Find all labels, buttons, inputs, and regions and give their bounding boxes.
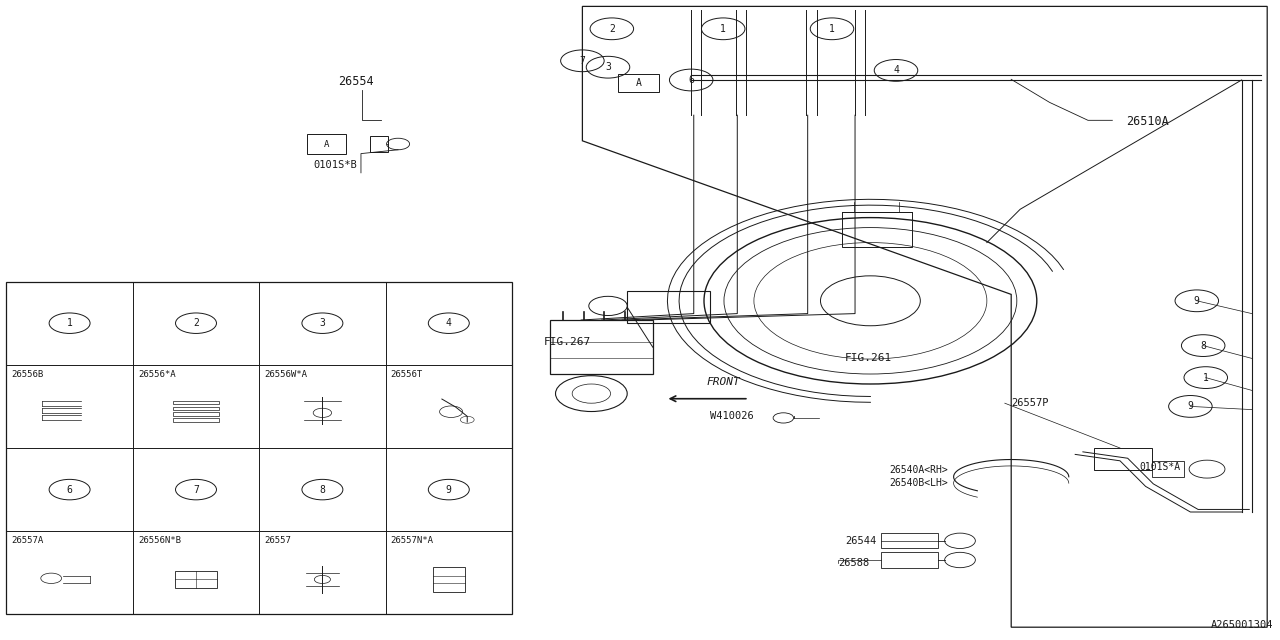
Bar: [627, 291, 710, 323]
Bar: [433, 567, 465, 592]
Text: 1: 1: [67, 318, 73, 328]
Text: 7: 7: [193, 484, 198, 495]
Text: 2: 2: [609, 24, 614, 34]
Text: 4: 4: [893, 65, 899, 76]
Text: 4: 4: [445, 318, 452, 328]
Text: FRONT: FRONT: [707, 377, 740, 387]
Text: 6: 6: [67, 484, 73, 495]
Text: 26544: 26544: [845, 536, 876, 546]
Text: 26557P: 26557P: [1011, 398, 1048, 408]
Text: FIG.267: FIG.267: [544, 337, 591, 348]
Bar: [173, 406, 219, 410]
Text: 26556B: 26556B: [12, 370, 44, 379]
Text: A265001304: A265001304: [1211, 620, 1274, 630]
Bar: [1152, 461, 1184, 477]
Text: 1: 1: [829, 24, 835, 34]
Text: 26557: 26557: [265, 536, 291, 545]
Text: 26556W*A: 26556W*A: [265, 370, 307, 379]
Text: 26557A: 26557A: [12, 536, 44, 545]
Text: 26540A<RH>: 26540A<RH>: [890, 465, 948, 476]
Text: 26557N*A: 26557N*A: [390, 536, 434, 545]
Bar: [618, 74, 659, 92]
Bar: [842, 211, 913, 246]
Text: 9: 9: [445, 484, 452, 495]
Text: 6: 6: [689, 75, 694, 85]
Text: 1: 1: [1203, 372, 1208, 383]
Bar: [370, 136, 388, 152]
Bar: [550, 320, 653, 374]
Text: A: A: [636, 78, 641, 88]
Text: 26540B<LH>: 26540B<LH>: [890, 478, 948, 488]
Text: 9: 9: [1188, 401, 1193, 412]
Bar: [173, 418, 219, 422]
Text: 1: 1: [721, 24, 726, 34]
Bar: [307, 134, 346, 154]
Text: 26556N*B: 26556N*B: [138, 536, 180, 545]
Text: 26510A: 26510A: [1126, 115, 1169, 128]
Text: 0101S*B: 0101S*B: [314, 159, 357, 170]
Bar: [6, 282, 512, 614]
Bar: [881, 533, 938, 548]
Bar: [881, 552, 938, 568]
Text: 7: 7: [580, 56, 585, 66]
Text: 26556*A: 26556*A: [138, 370, 175, 379]
Bar: [1094, 448, 1152, 470]
Text: W410026: W410026: [710, 411, 754, 421]
Text: A: A: [324, 140, 329, 148]
Text: 3: 3: [320, 318, 325, 328]
Text: 0101S*A: 0101S*A: [1139, 462, 1180, 472]
Text: 8: 8: [320, 484, 325, 495]
Bar: [173, 401, 219, 404]
Bar: [175, 572, 216, 588]
Text: FIG.261: FIG.261: [845, 353, 892, 364]
Text: 26588: 26588: [838, 558, 869, 568]
Bar: [173, 412, 219, 416]
Text: 2: 2: [193, 318, 198, 328]
Text: 26556T: 26556T: [390, 370, 422, 379]
Text: 3: 3: [605, 62, 611, 72]
Text: 8: 8: [1201, 340, 1206, 351]
Text: 9: 9: [1194, 296, 1199, 306]
Text: 26554: 26554: [338, 76, 374, 88]
